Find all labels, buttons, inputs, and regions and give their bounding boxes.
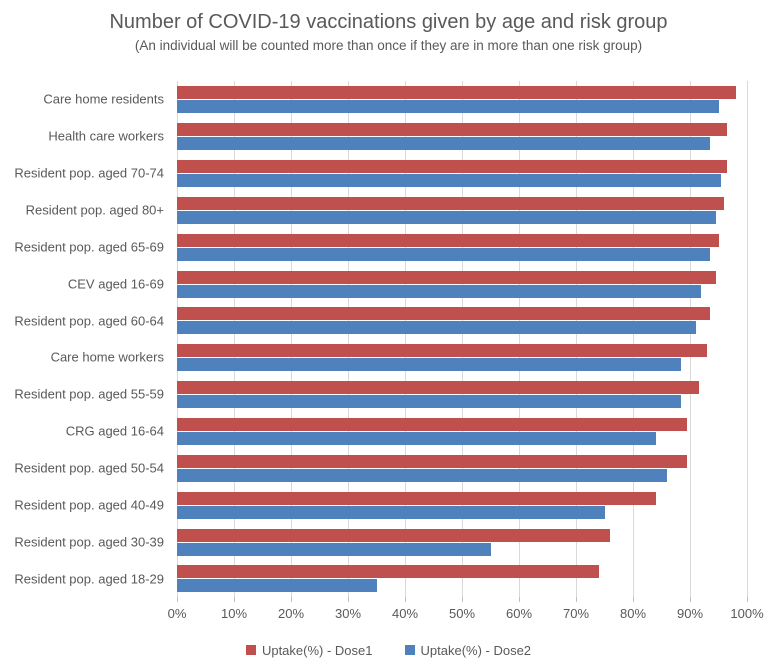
legend-swatch-dose1 bbox=[245, 645, 256, 655]
gridline bbox=[290, 81, 292, 597]
bar-dose2 bbox=[177, 210, 716, 224]
bar-dose1 bbox=[177, 418, 688, 431]
legend: Uptake(%) - Dose1 Uptake(%) - Dose2 bbox=[0, 640, 777, 660]
gridline bbox=[233, 81, 235, 597]
legend-item-dose2: Uptake(%) - Dose2 bbox=[404, 642, 532, 658]
category-label: Care home workers bbox=[50, 349, 164, 365]
axis-tick bbox=[347, 597, 349, 602]
axis-tick bbox=[176, 597, 178, 602]
gridline bbox=[461, 81, 463, 597]
gridline bbox=[689, 81, 691, 597]
bar-dose1 bbox=[177, 528, 611, 542]
x-axis-tick-label: 60% bbox=[505, 606, 533, 621]
bar-dose1 bbox=[177, 160, 728, 173]
bar-dose2 bbox=[177, 137, 710, 151]
axis-tick bbox=[689, 597, 691, 602]
category-label: Health care workers bbox=[48, 128, 164, 144]
bar-dose1 bbox=[177, 307, 710, 321]
x-axis-tick-label: 70% bbox=[562, 606, 590, 621]
bar-dose2 bbox=[177, 579, 377, 593]
axis-tick bbox=[461, 597, 463, 602]
gridline bbox=[575, 81, 577, 597]
bar-dose1 bbox=[177, 196, 725, 210]
x-axis-tick-label: 0% bbox=[167, 606, 187, 621]
bar-dose1 bbox=[177, 491, 656, 505]
legend-label-dose2: Uptake(%) - Dose2 bbox=[420, 642, 532, 658]
category-label: Resident pop. aged 80+ bbox=[25, 202, 164, 218]
gridline bbox=[518, 81, 520, 597]
axis-tick bbox=[233, 597, 235, 602]
x-axis-tick-label: 80% bbox=[619, 606, 647, 621]
bar-dose2 bbox=[177, 505, 605, 519]
category-label: CEV aged 16-69 bbox=[67, 276, 164, 292]
bar-dose1 bbox=[177, 565, 599, 579]
x-axis-tick-label: 30% bbox=[334, 606, 362, 621]
category-label: Resident pop. aged 70-74 bbox=[14, 165, 164, 181]
x-axis-tick-label: 50% bbox=[448, 606, 476, 621]
category-label: Resident pop. aged 50-54 bbox=[14, 460, 164, 476]
bar-dose1 bbox=[177, 344, 708, 358]
axis-tick bbox=[518, 597, 520, 602]
gridline bbox=[404, 81, 406, 597]
x-axis-tick-label: 10% bbox=[220, 606, 248, 621]
legend-swatch-dose2 bbox=[404, 645, 415, 655]
category-label: Care home residents bbox=[43, 91, 164, 107]
category-label: Resident pop. aged 55-59 bbox=[14, 386, 164, 402]
axis-tick bbox=[632, 597, 634, 602]
bar-dose2 bbox=[177, 174, 722, 187]
bar-dose2 bbox=[177, 468, 668, 482]
bar-dose1 bbox=[177, 86, 736, 100]
bar-dose2 bbox=[177, 247, 710, 261]
legend-item-dose1: Uptake(%) - Dose1 bbox=[245, 642, 373, 658]
bar-dose1 bbox=[177, 270, 716, 284]
axis-tick bbox=[746, 597, 748, 602]
gridline bbox=[632, 81, 634, 597]
bar-dose2 bbox=[177, 321, 696, 335]
category-label: Resident pop. aged 40-49 bbox=[14, 497, 164, 513]
bar-dose1 bbox=[177, 454, 688, 468]
bar-dose1 bbox=[177, 123, 728, 137]
category-label: Resident pop. aged 65-69 bbox=[14, 239, 164, 255]
x-axis-tick-label: 100% bbox=[730, 606, 764, 621]
legend-label-dose1: Uptake(%) - Dose1 bbox=[261, 642, 373, 658]
category-label: Resident pop. aged 18-29 bbox=[14, 571, 164, 587]
bar-dose1 bbox=[177, 381, 699, 395]
bar-dose2 bbox=[177, 395, 682, 409]
x-axis-tick-label: 40% bbox=[391, 606, 419, 621]
category-label: Resident pop. aged 60-64 bbox=[14, 313, 164, 329]
gridline bbox=[347, 81, 349, 597]
chart-title: Number of COVID-19 vaccinations given by… bbox=[109, 11, 668, 33]
bar-dose2 bbox=[177, 284, 702, 298]
value-axis: 0% 10% 20% 30% 40% 50% 60% 70% 80% 90% 100% bbox=[168, 606, 764, 624]
bar-dose1 bbox=[177, 233, 719, 247]
x-axis-tick-label: 90% bbox=[676, 606, 704, 621]
x-axis-tick-label: 20% bbox=[277, 606, 305, 621]
axis-tick bbox=[404, 597, 406, 602]
gridline bbox=[746, 81, 748, 597]
axis-tick bbox=[575, 597, 577, 602]
category-label: CRG aged 16-64 bbox=[65, 423, 164, 439]
category-label: Resident pop. aged 30-39 bbox=[14, 534, 164, 550]
gridline bbox=[176, 81, 178, 597]
bar-dose2 bbox=[177, 100, 719, 114]
bar-dose2 bbox=[177, 358, 682, 372]
axis-tick bbox=[290, 597, 292, 602]
category-axis: Care home residents Health care workers Re… bbox=[0, 81, 166, 597]
chart-subtitle: (An individual will be counted more than… bbox=[134, 38, 643, 53]
plot-area bbox=[176, 81, 748, 602]
bar-dose2 bbox=[177, 542, 491, 556]
bar-dose2 bbox=[177, 432, 656, 445]
